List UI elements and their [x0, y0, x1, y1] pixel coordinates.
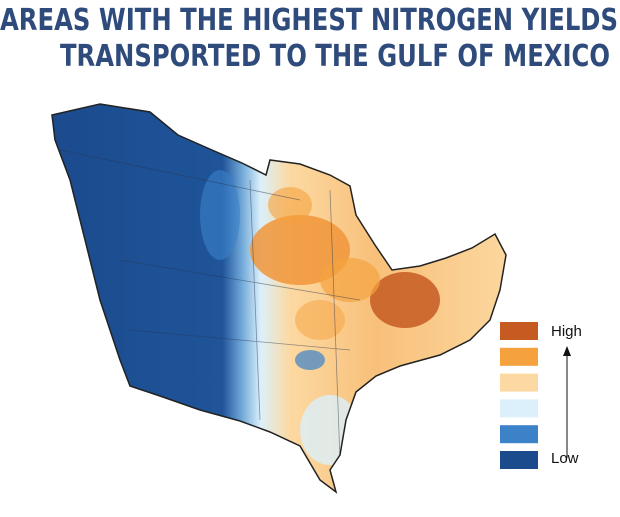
legend-swatch — [500, 451, 538, 469]
title-line: TRANSPORTED TO THE GULF OF MEXICO — [60, 39, 610, 74]
basin-outline — [51, 103, 507, 494]
legend-swatch — [500, 322, 538, 340]
legend-swatch — [500, 425, 538, 444]
legend-swatch — [500, 373, 538, 392]
basin-map — [52, 104, 506, 492]
legend-arrowhead — [563, 346, 571, 356]
legend: High Low — [500, 322, 582, 469]
legend-label: Low — [551, 450, 579, 467]
legend-swatch — [500, 347, 538, 366]
title-line: AREAS WITH THE HIGHEST NITROGEN YIELDS — [0, 3, 618, 38]
legend-swatch — [500, 399, 538, 418]
legend-label: High — [551, 323, 582, 340]
